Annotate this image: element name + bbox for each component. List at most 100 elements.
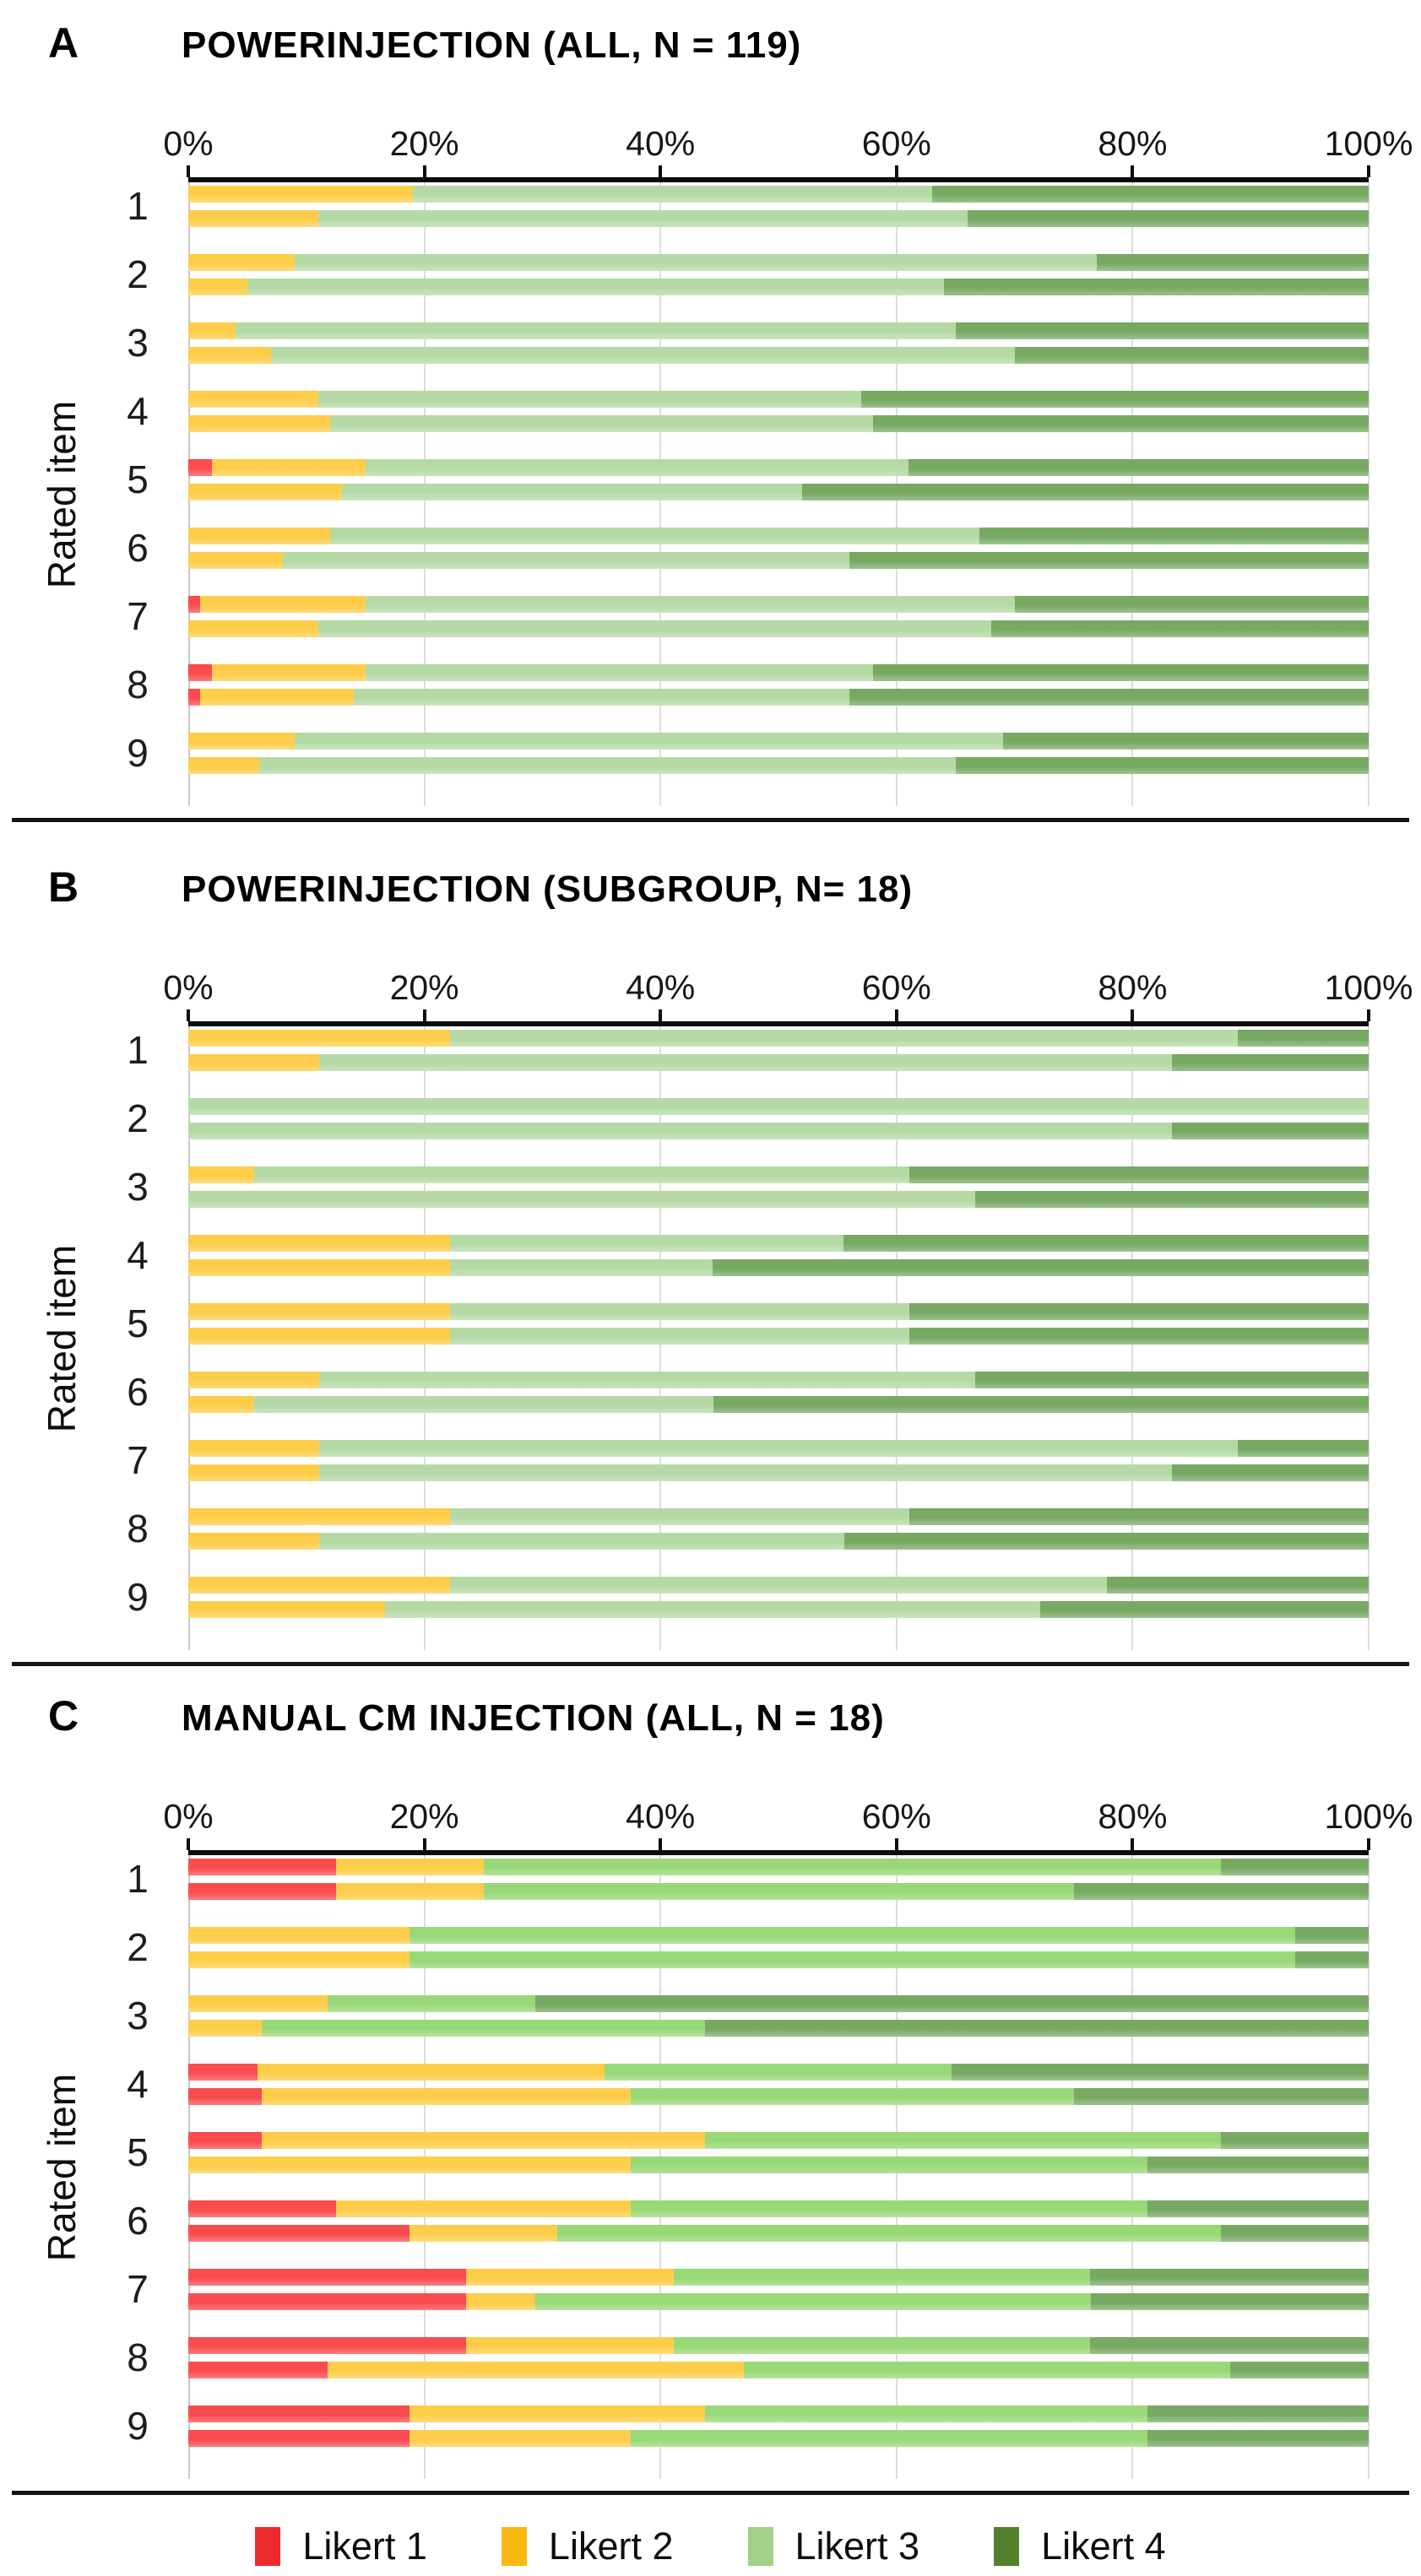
bar-segment-likert-3 [319, 1464, 1172, 1481]
x-tick-label: 100% [1324, 124, 1413, 163]
bar-segment-likert-2 [335, 2200, 632, 2217]
stacked-bar [188, 210, 1369, 227]
x-tick-label: 60% [861, 1797, 931, 1836]
stacked-bar [188, 2200, 1369, 2217]
bar-segment-likert-3 [534, 2293, 1092, 2310]
bar-segment-likert-2 [335, 1859, 484, 1875]
item-group-3: 3 [127, 319, 1369, 387]
bar-segment-likert-2 [188, 1927, 410, 1944]
bar-segment-likert-2 [188, 1396, 255, 1413]
gridline [1368, 1026, 1369, 1650]
bar-segment-likert-4 [1073, 1883, 1369, 1900]
bar-segment-likert-2 [188, 279, 247, 295]
bar-segment-likert-2 [409, 2225, 557, 2242]
bar-segment-likert-1 [188, 459, 212, 476]
legend-label: Likert 2 [548, 2525, 674, 2568]
bar-segment-likert-3 [353, 689, 849, 706]
panel-title: MANUAL CM INJECTION (ALL, N = 18) [182, 1697, 885, 1739]
x-tick-label: 60% [861, 968, 931, 1007]
bar-segment-likert-2 [188, 186, 413, 203]
stacked-bar [188, 2132, 1369, 2149]
x-axis-tick [187, 1838, 190, 1850]
bar-segment-likert-4 [979, 528, 1369, 544]
stacked-bar [188, 1123, 1369, 1139]
item-group-8: 8 [127, 661, 1369, 729]
panel-A: A POWERINJECTION (ALL, N = 119) 0% 20% 40% 60… [0, 19, 1421, 806]
bar-segment-likert-2 [199, 596, 366, 613]
bar-segment-likert-3 [254, 1396, 714, 1413]
item-label: 1 [127, 184, 149, 228]
stacked-bar [188, 1098, 1369, 1115]
item-group-3: 3 [127, 1163, 1369, 1231]
bar-segment-likert-4 [843, 1235, 1369, 1252]
bar-segment-likert-1 [188, 1859, 336, 1875]
bar-segment-likert-3 [270, 347, 1015, 364]
bar-segment-likert-1 [188, 2064, 258, 2081]
stacked-bar [188, 391, 1369, 408]
legend-item: Likert 2 [501, 2525, 674, 2568]
item-label: 5 [127, 457, 149, 501]
item-label: 3 [127, 1994, 149, 2038]
bar-segment-likert-2 [188, 1508, 451, 1525]
panel-separator-rule [12, 818, 1409, 822]
item-group-6: 6 [127, 1368, 1369, 1437]
stacked-bar [188, 528, 1369, 544]
bar-segment-likert-2 [188, 1601, 386, 1618]
bar-segment-likert-4 [1237, 1440, 1369, 1457]
stacked-bar [188, 2064, 1369, 2081]
item-group-7: 7 [127, 2265, 1369, 2334]
x-axis-tick [659, 1838, 663, 1850]
bar-segment-likert-2 [188, 254, 295, 271]
bar-segment-likert-2 [188, 2157, 632, 2173]
bar-segment-likert-4 [952, 2064, 1369, 2081]
bar-segment-likert-3 [631, 2157, 1147, 2173]
stacked-bar [188, 1054, 1369, 1071]
x-axis-tick [187, 1009, 190, 1021]
item-label: 6 [127, 1370, 149, 1414]
item-label: 4 [127, 389, 149, 433]
bar-segment-likert-3 [631, 2088, 1074, 2105]
panel-B: B POWERINJECTION (SUBGROUP, N= 18) 0% 20% 40… [0, 863, 1421, 1650]
bar-segment-likert-4 [931, 186, 1369, 203]
bar-segment-likert-3 [365, 664, 873, 681]
bar-segment-likert-3 [450, 1235, 843, 1252]
bar-segment-likert-2 [188, 1995, 328, 2012]
bar-segment-likert-3 [327, 1995, 535, 2012]
bar-segment-likert-2 [211, 664, 366, 681]
bar-segment-likert-4 [943, 279, 1369, 295]
item-group-1: 1 [127, 1855, 1369, 1924]
item-group-9: 9 [127, 729, 1369, 798]
bar-segment-likert-2 [188, 1577, 451, 1594]
bar-segment-likert-3 [317, 391, 861, 408]
item-label: 6 [127, 526, 149, 570]
stacked-bar [188, 484, 1369, 501]
bar-segment-likert-2 [188, 1303, 451, 1320]
bar-segment-likert-4 [860, 391, 1369, 408]
stacked-bar [188, 733, 1369, 750]
bar-segment-likert-1 [188, 1883, 336, 1900]
item-group-9: 9 [127, 1573, 1369, 1642]
bar-segment-likert-4 [844, 1533, 1369, 1550]
bar-segment-likert-3 [188, 1098, 1369, 1115]
bar-segment-likert-4 [1237, 1030, 1369, 1047]
item-group-7: 7 [127, 593, 1369, 661]
bar-segment-likert-3 [319, 1533, 845, 1550]
bar-segment-likert-4 [1040, 1601, 1369, 1618]
x-axis-tick-labels: 0% 20% 40% 60% 80% 100% [163, 116, 1413, 164]
stacked-bar [188, 1508, 1369, 1525]
bar-segment-likert-4 [1221, 2132, 1369, 2149]
gridline [1368, 182, 1369, 806]
x-tick-label: 40% [626, 1797, 696, 1836]
legend-label: Likert 1 [302, 2525, 427, 2568]
x-axis-tick-labels: 0% 20% 40% 60% 80% 100% [163, 1789, 1413, 1837]
bar-segment-likert-2 [188, 484, 342, 501]
x-tick-label: 0% [163, 1797, 214, 1836]
bar-segment-likert-3 [450, 1030, 1238, 1047]
bar-segment-likert-2 [188, 1166, 255, 1183]
legend-item: Likert 1 [255, 2525, 427, 2568]
x-tick-label: 40% [626, 968, 696, 1007]
panel-C: C MANUAL CM INJECTION (ALL, N = 18) 0% 20% 4… [0, 1691, 1421, 2479]
item-group-1: 1 [127, 182, 1369, 251]
bar-segment-likert-3 [365, 596, 1015, 613]
bar-segment-likert-2 [211, 459, 366, 476]
